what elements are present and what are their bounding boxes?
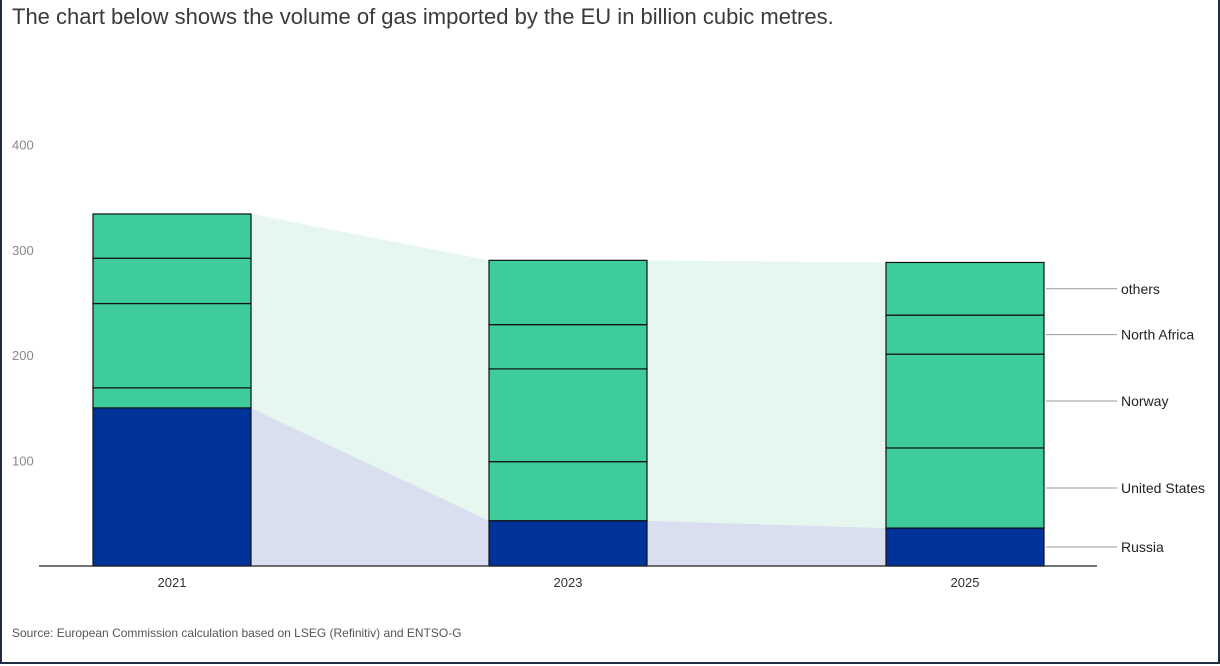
series-label-others: others <box>1121 281 1160 297</box>
x-tick-label: 2023 <box>554 575 583 590</box>
series-label-north-africa: North Africa <box>1121 327 1194 343</box>
bar-others-2025 <box>885 261 1045 316</box>
y-tick-label: 200 <box>12 348 34 363</box>
bar-north-africa-2021 <box>92 257 252 305</box>
connector-bands <box>251 213 886 566</box>
axes: 100 200 300 400 2021 2023 2025 <box>12 137 1097 590</box>
y-tick-label: 400 <box>12 137 34 152</box>
bar-norway-2021 <box>92 302 252 389</box>
series-label-russia: Russia <box>1121 539 1164 555</box>
russia-connector-band <box>251 407 489 566</box>
x-tick-label: 2025 <box>951 575 980 590</box>
other-imports-connector-band <box>251 213 489 521</box>
bar-united-states-2023 <box>488 461 648 522</box>
bar-north-africa-2025 <box>885 314 1045 355</box>
bar-others-2021 <box>92 213 252 259</box>
bar-united-states-2021 <box>92 387 252 409</box>
x-tick-label: 2021 <box>158 575 187 590</box>
series-label-united-states: United States <box>1121 480 1205 496</box>
bar-others-2023 <box>488 259 648 326</box>
bar-united-states-2025 <box>885 447 1045 529</box>
series-labels: Russia United States Norway North Africa oth… <box>1046 281 1205 555</box>
bar-norway-2025 <box>885 353 1045 449</box>
bar-norway-2023 <box>488 368 648 463</box>
bars <box>92 213 1045 567</box>
source-note: Source: European Commission calculation … <box>12 626 462 640</box>
bar-russia-2021 <box>92 407 252 567</box>
y-tick-label: 300 <box>12 243 34 258</box>
other-imports-connector-band <box>647 260 886 529</box>
series-label-norway: Norway <box>1121 393 1168 409</box>
chart-title: The chart below shows the volume of gas … <box>12 4 834 29</box>
y-tick-label: 100 <box>12 454 34 469</box>
russia-connector-band <box>647 520 886 566</box>
bar-russia-2023 <box>488 520 648 567</box>
bar-north-africa-2023 <box>488 324 648 370</box>
bar-russia-2025 <box>885 527 1045 567</box>
